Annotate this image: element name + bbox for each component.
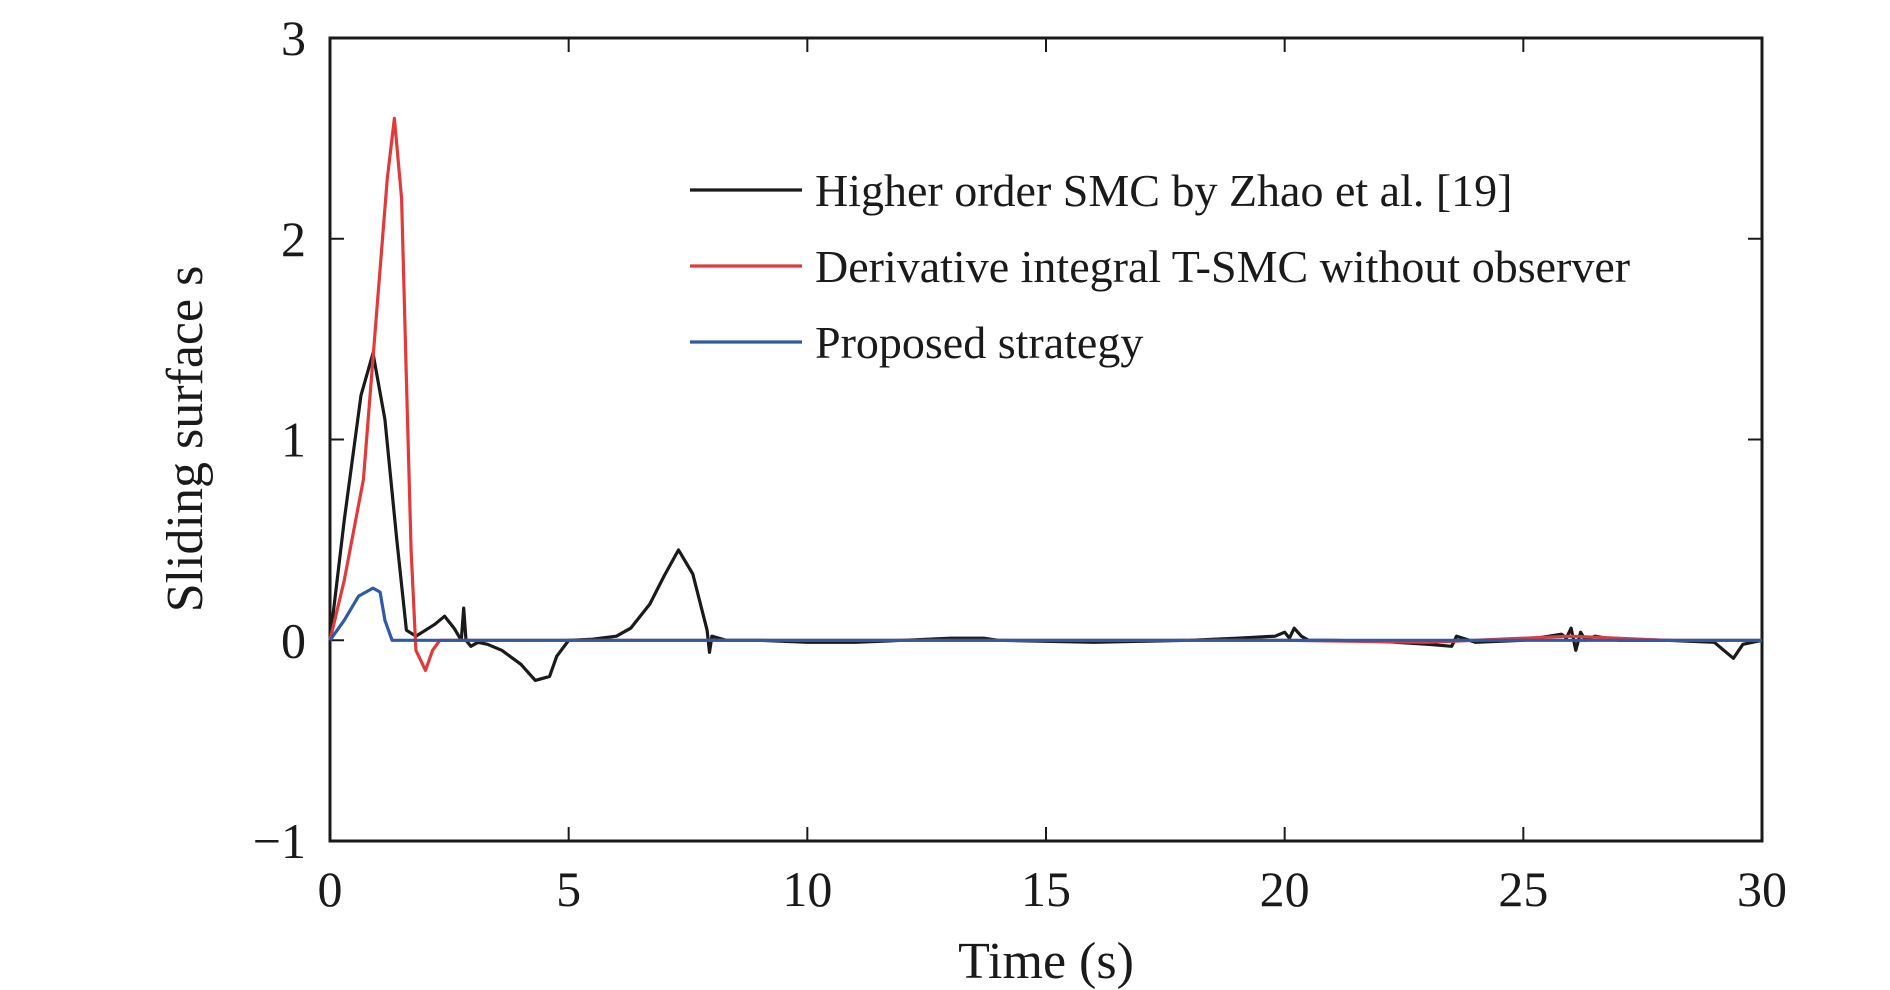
legend-label-0: Higher order SMC by Zhao et al. [19] bbox=[815, 165, 1513, 216]
y-tick-label: 0 bbox=[281, 612, 306, 668]
x-tick-label: 10 bbox=[782, 861, 832, 917]
legend-label-1: Derivative integral T-SMC without observ… bbox=[815, 241, 1630, 292]
x-tick-label: 5 bbox=[556, 861, 581, 917]
y-tick-label: 2 bbox=[281, 211, 306, 267]
y-tick-label: 1 bbox=[281, 412, 306, 468]
x-tick-label: 25 bbox=[1498, 861, 1548, 917]
x-tick-label: 30 bbox=[1737, 861, 1787, 917]
plot-frame bbox=[328, 36, 1764, 843]
x-tick-label: 20 bbox=[1260, 861, 1310, 917]
x-tick-label: 0 bbox=[318, 861, 343, 917]
series-line-2 bbox=[328, 586, 1762, 642]
legend: Higher order SMC by Zhao et al. [19] Deri… bbox=[690, 165, 1630, 368]
series-line-0 bbox=[328, 351, 1763, 683]
legend-label-2: Proposed strategy bbox=[815, 317, 1143, 368]
y-tick-label: 3 bbox=[281, 10, 306, 66]
x-tick-label: 15 bbox=[1021, 861, 1071, 917]
y-tick-label: −1 bbox=[253, 813, 306, 869]
y-axis-label: Sliding surface s bbox=[157, 266, 214, 613]
x-axis-label: Time (s) bbox=[958, 933, 1134, 990]
series-layer bbox=[328, 116, 1763, 683]
